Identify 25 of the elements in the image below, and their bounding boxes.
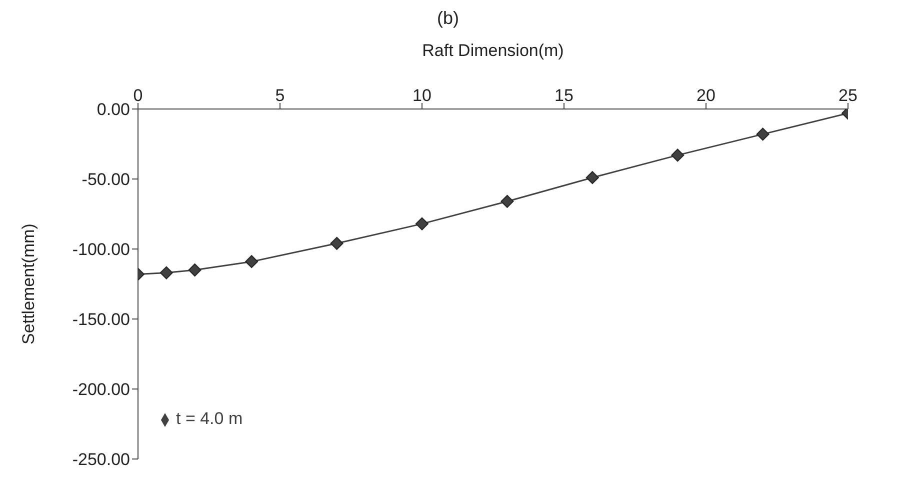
y-tick-label: -150.00 bbox=[72, 310, 130, 330]
point bbox=[671, 148, 684, 162]
x-tick-label: 25 bbox=[838, 86, 858, 105]
y-tick-label: -100.00 bbox=[72, 240, 130, 260]
point bbox=[330, 236, 344, 250]
point bbox=[586, 171, 599, 184]
y-tick-label: -200.00 bbox=[72, 380, 130, 400]
y-axis-title: Settlement(mm) bbox=[19, 224, 38, 344]
legend-label: t = 4.0 m bbox=[176, 409, 243, 428]
x-tick-label: 5 bbox=[275, 86, 285, 105]
x-tick-label: 10 bbox=[412, 86, 432, 105]
y-tick-label: -50.00 bbox=[82, 170, 130, 190]
y-tick-label: -250.00 bbox=[72, 450, 130, 470]
point bbox=[416, 217, 428, 230]
x-tick-label: 0 bbox=[133, 86, 143, 105]
y-tick-label: 0.00 bbox=[96, 100, 130, 120]
point bbox=[500, 194, 514, 208]
point bbox=[756, 128, 770, 141]
point bbox=[160, 266, 173, 280]
x-tick-label: 15 bbox=[554, 86, 574, 105]
point bbox=[245, 255, 258, 268]
x-tick-label: 20 bbox=[696, 86, 716, 105]
x-axis-title: Raft Dimension(m) bbox=[422, 41, 564, 60]
point bbox=[188, 264, 202, 276]
chart-title: (b) bbox=[436, 8, 460, 29]
